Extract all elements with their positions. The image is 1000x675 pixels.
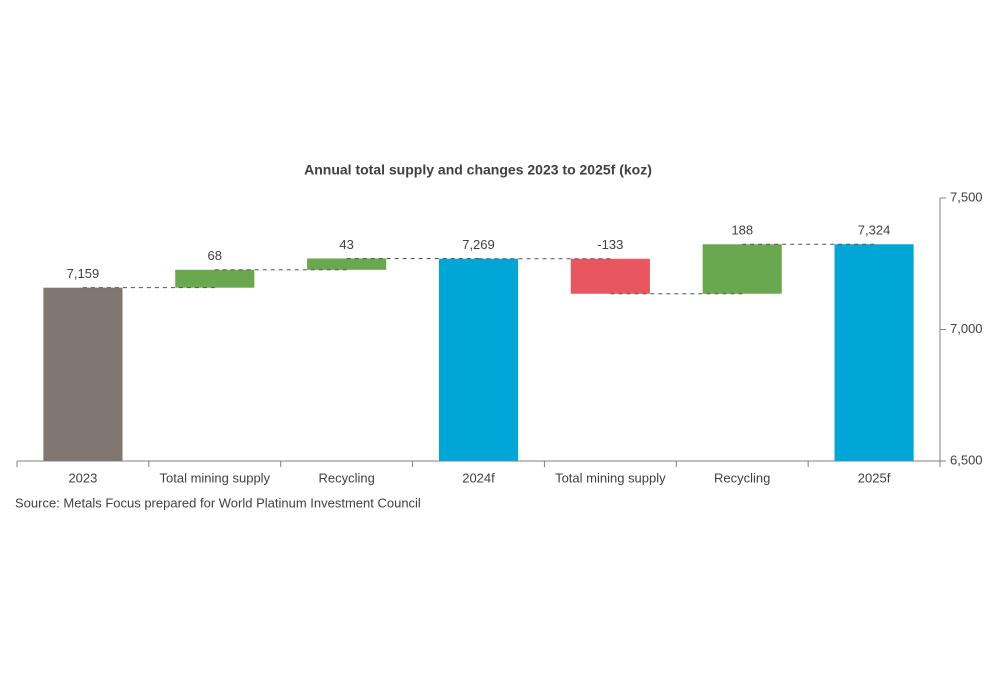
x-tick-label: Recycling bbox=[318, 470, 374, 485]
source-note: Source: Metals Focus prepared for World … bbox=[15, 495, 421, 510]
value-label: -133 bbox=[597, 237, 623, 252]
bar bbox=[307, 258, 387, 270]
value-label: 188 bbox=[731, 223, 753, 238]
value-label: 68 bbox=[208, 248, 222, 263]
bar bbox=[43, 287, 123, 461]
x-tick-label: 2025f bbox=[858, 470, 891, 485]
x-tick-label: 2024f bbox=[462, 470, 495, 485]
x-tick-label: Recycling bbox=[714, 470, 770, 485]
y-tick-label: 7,000 bbox=[950, 321, 983, 336]
value-label: 7,269 bbox=[462, 237, 495, 252]
x-tick-label: 2023 bbox=[68, 470, 97, 485]
bar bbox=[175, 269, 255, 288]
bar bbox=[702, 244, 782, 294]
bar bbox=[438, 258, 519, 461]
y-tick-label: 7,500 bbox=[950, 189, 983, 204]
x-tick-label: Total mining supply bbox=[160, 470, 271, 485]
value-label: 7,159 bbox=[67, 266, 100, 281]
bar bbox=[834, 244, 914, 461]
chart-title: Annual total supply and changes 2023 to … bbox=[304, 162, 652, 178]
value-label: 7,324 bbox=[858, 223, 891, 238]
bar bbox=[570, 258, 650, 294]
x-tick-label: Total mining supply bbox=[555, 470, 666, 485]
y-tick-label: 6,500 bbox=[950, 452, 983, 467]
value-label: 43 bbox=[339, 237, 353, 252]
